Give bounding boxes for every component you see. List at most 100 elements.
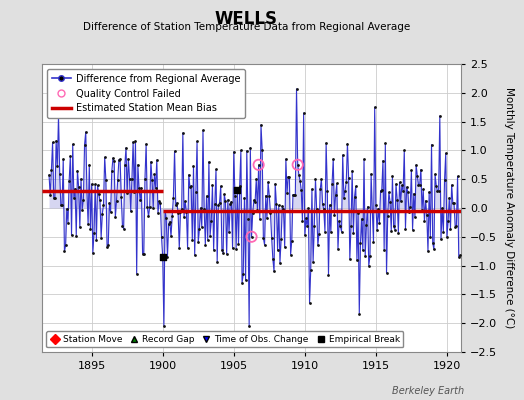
Point (381, 140, 389, 146)
Point (146, 204, 154, 210)
Point (384, 212, 392, 219)
Point (429, 240, 437, 246)
Point (293, 162, 302, 168)
Point (119, 226, 128, 232)
Point (228, 245, 237, 252)
Point (366, 253, 374, 260)
Point (52, 138, 60, 144)
Point (372, 201, 380, 208)
Point (233, 187, 242, 193)
Point (61, 242, 70, 248)
Point (445, 194, 453, 201)
Point (155, 198, 163, 204)
Point (115, 157, 123, 163)
Point (333, 180, 341, 187)
Point (433, 188, 442, 194)
Point (334, 246, 342, 252)
Point (424, 248, 432, 254)
Point (45, 172, 53, 178)
Point (258, 147, 266, 154)
Point (267, 234, 276, 241)
Point (121, 162, 129, 168)
Point (221, 198, 230, 205)
Point (352, 183, 360, 190)
Point (106, 209, 115, 215)
Point (245, 323, 253, 329)
Point (176, 208, 184, 215)
Point (237, 147, 245, 154)
Point (162, 215, 170, 222)
Point (410, 190, 418, 197)
Text: WELLS: WELLS (215, 10, 278, 28)
Point (383, 270, 391, 276)
Point (57, 202, 65, 209)
Point (368, 207, 377, 214)
Point (374, 206, 383, 212)
Point (346, 256, 354, 262)
Point (180, 214, 188, 220)
Point (224, 197, 232, 203)
Point (309, 259, 318, 265)
Point (284, 173, 292, 180)
Point (362, 222, 370, 228)
Point (414, 182, 423, 188)
Point (141, 176, 149, 183)
Point (440, 177, 449, 183)
Point (401, 226, 410, 232)
Point (86, 226, 95, 232)
Point (367, 171, 375, 177)
Point (312, 206, 321, 212)
Point (60, 248, 69, 254)
Point (208, 182, 216, 188)
Point (67, 232, 75, 239)
Point (325, 202, 334, 208)
Point (138, 250, 147, 257)
Point (412, 162, 420, 168)
Point (305, 300, 314, 306)
Point (399, 188, 407, 194)
Point (437, 236, 445, 242)
Point (255, 162, 263, 168)
Point (129, 139, 137, 145)
Point (142, 141, 150, 147)
Point (302, 215, 310, 222)
Point (161, 208, 169, 214)
Point (269, 256, 277, 262)
Point (225, 229, 233, 236)
Point (218, 247, 226, 253)
Point (195, 226, 204, 232)
Point (276, 260, 284, 266)
Point (139, 251, 148, 257)
Point (432, 183, 441, 189)
Point (421, 198, 430, 204)
Point (416, 182, 424, 188)
Point (456, 252, 464, 259)
Point (151, 184, 160, 191)
Point (365, 262, 373, 269)
Legend: Station Move, Record Gap, Time of Obs. Change, Empirical Break: Station Move, Record Gap, Time of Obs. C… (47, 331, 403, 348)
Point (351, 194, 359, 200)
Point (274, 247, 282, 254)
Point (304, 205, 312, 212)
Point (143, 204, 151, 210)
Point (417, 166, 425, 173)
Point (65, 178, 73, 184)
Point (184, 172, 193, 178)
Point (322, 140, 330, 146)
Point (265, 193, 274, 199)
Point (435, 113, 444, 119)
Point (122, 144, 130, 151)
Point (375, 220, 384, 226)
Point (301, 232, 309, 238)
Point (308, 186, 316, 192)
Point (150, 171, 159, 178)
Point (363, 204, 372, 210)
Point (152, 157, 161, 163)
Point (239, 271, 247, 278)
Point (428, 141, 436, 148)
Point (157, 234, 166, 240)
Point (446, 226, 455, 232)
Point (194, 239, 202, 246)
Point (56, 170, 64, 177)
Point (340, 195, 348, 201)
